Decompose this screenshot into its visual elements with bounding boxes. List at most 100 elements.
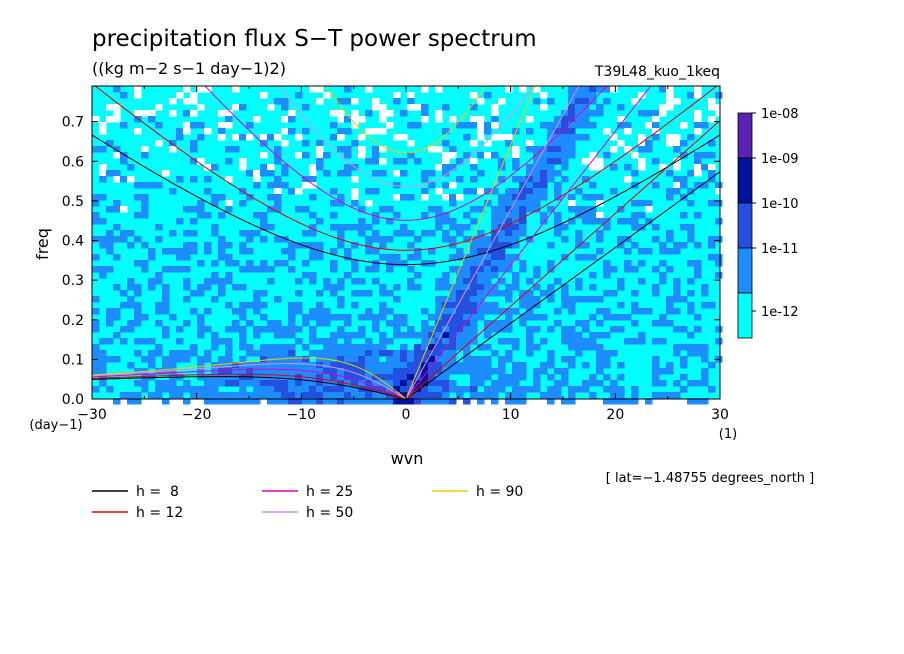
heatmap-cell <box>386 110 394 117</box>
heatmap-cell <box>260 164 268 171</box>
heatmap-cell <box>645 308 653 315</box>
heatmap-cell <box>239 344 247 351</box>
heatmap-cell <box>330 212 338 219</box>
heatmap-cell <box>197 212 205 219</box>
heatmap-cell <box>316 374 324 381</box>
heatmap-cell <box>407 194 415 201</box>
heatmap-cell <box>491 230 499 237</box>
heatmap-cell <box>491 248 499 255</box>
heatmap-cell <box>442 320 450 327</box>
heatmap-cell <box>365 356 373 363</box>
heatmap-cell <box>561 284 569 291</box>
curve-inertia-gravity-h25 <box>204 86 608 221</box>
heatmap-cell <box>568 200 576 207</box>
heatmap-cell <box>358 398 366 405</box>
heatmap-cell <box>680 362 688 369</box>
heatmap-cell <box>141 206 149 213</box>
heatmap-cell <box>575 188 583 195</box>
heatmap-cell <box>120 338 128 345</box>
heatmap-cell <box>435 338 443 345</box>
heatmap-cell <box>113 200 121 207</box>
heatmap-cell <box>407 326 415 333</box>
heatmap-cell <box>680 224 688 231</box>
heatmap-cell <box>442 230 450 237</box>
x-tick-label: −20 <box>182 407 212 423</box>
heatmap-cell <box>337 374 345 381</box>
heatmap-cell <box>316 392 324 399</box>
heatmap-cell <box>330 380 338 387</box>
heatmap-cell <box>512 212 520 219</box>
heatmap-cell <box>596 212 604 219</box>
heatmap-cell <box>330 356 338 363</box>
curve-inertia-gravity-h8 <box>92 134 720 266</box>
heatmap-cell <box>379 332 387 339</box>
heatmap-cell <box>610 392 618 399</box>
heatmap-cell <box>386 356 394 363</box>
heatmap-cell <box>673 176 681 183</box>
heatmap-cell <box>99 176 107 183</box>
heatmap-cell <box>617 314 625 321</box>
heatmap-cell <box>225 302 233 309</box>
heatmap-cell <box>113 224 121 231</box>
heatmap-cell <box>533 266 541 273</box>
heatmap-cell <box>575 122 583 129</box>
x-tick-label: 30 <box>711 407 729 423</box>
heatmap-cell <box>519 86 527 93</box>
y-tick-label: 0.0 <box>62 392 84 408</box>
heatmap-cell <box>428 368 436 375</box>
heatmap-cell <box>603 290 611 297</box>
heatmap-cell <box>344 332 352 339</box>
heatmap-cell <box>554 392 562 399</box>
heatmap-cell <box>694 152 702 159</box>
heatmap-cell <box>554 194 562 201</box>
heatmap-cell <box>260 326 268 333</box>
heatmap-cell <box>190 122 198 129</box>
heatmap-cell <box>610 164 618 171</box>
heatmap-cell <box>316 218 324 225</box>
dispersion-curves <box>92 86 720 399</box>
heatmap-cell <box>260 134 268 141</box>
heatmap-cell <box>568 110 576 117</box>
heatmap-cell <box>176 92 184 99</box>
heatmap-cell <box>519 206 527 213</box>
heatmap-cell <box>498 356 506 363</box>
heatmap-cell <box>372 266 380 273</box>
heatmap-cell <box>589 338 597 345</box>
heatmap-cell <box>512 278 520 285</box>
heatmap-cell <box>344 386 352 393</box>
heatmap-cell <box>400 368 408 375</box>
heatmap-cell <box>512 386 520 393</box>
heatmap-cell <box>477 188 485 195</box>
heatmap-cell <box>267 350 275 357</box>
heatmap-cell <box>148 254 156 261</box>
heatmap-cell <box>596 296 604 303</box>
heatmap-cell <box>505 260 513 267</box>
heatmap-cell <box>106 386 114 393</box>
heatmap-cell <box>134 398 142 405</box>
legend-label: h = 50 <box>306 505 353 521</box>
heatmap-cell <box>477 374 485 381</box>
heatmap-cell <box>540 176 548 183</box>
heatmap-cell <box>148 350 156 357</box>
heatmap-cell <box>302 380 310 387</box>
heatmap-cell <box>372 158 380 165</box>
heatmap-cell <box>309 326 317 333</box>
heatmap-cell <box>127 296 135 303</box>
heatmap-cell <box>197 314 205 321</box>
heatmap-cell <box>547 122 555 129</box>
heatmap-cell <box>701 368 709 375</box>
heatmap-cell <box>407 284 415 291</box>
heatmap-cell <box>120 122 128 129</box>
heatmap-cell <box>470 116 478 123</box>
heatmap-cell <box>162 170 170 177</box>
heatmap-cell <box>176 326 184 333</box>
heatmap-cell <box>281 350 289 357</box>
heatmap-cell <box>253 398 261 405</box>
heatmap-cell <box>134 314 142 321</box>
heatmap-cell <box>575 332 583 339</box>
heatmap-cell <box>148 110 156 117</box>
heatmap-cell <box>575 110 583 117</box>
heatmap-cell <box>568 362 576 369</box>
heatmap-cell <box>183 320 191 327</box>
heatmap-cell <box>540 164 548 171</box>
